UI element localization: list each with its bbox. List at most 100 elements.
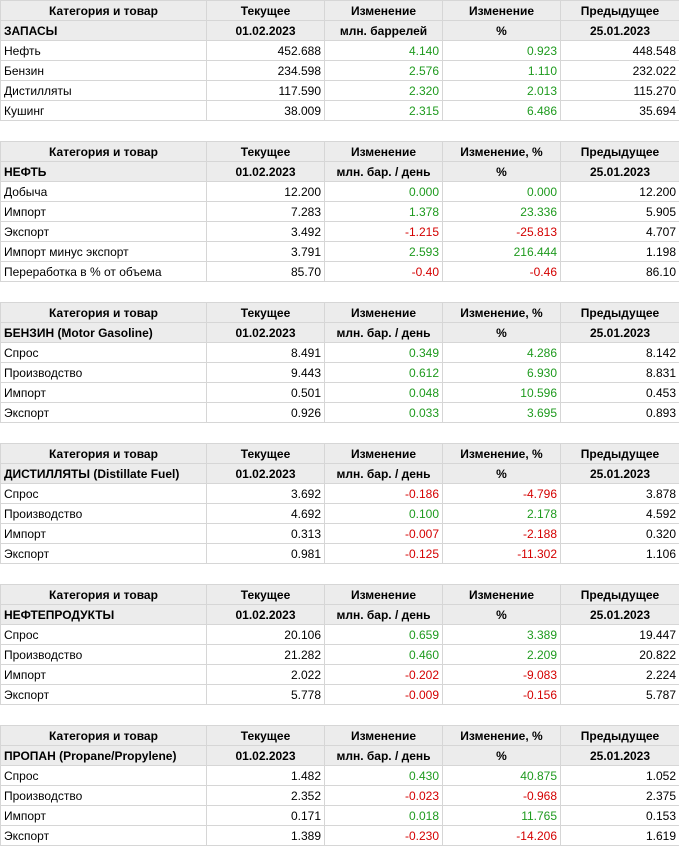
cell-current: 1.389 — [207, 826, 325, 846]
cell-change: 1.378 — [325, 202, 443, 222]
header-cell-change-pct: % — [443, 323, 561, 343]
header-cell-category: Категория и товар — [1, 1, 207, 21]
row-label: Импорт — [1, 524, 207, 544]
header-cell-current: 01.02.2023 — [207, 605, 325, 625]
table-spacer — [0, 282, 679, 302]
cell-change-pct: -4.796 — [443, 484, 561, 504]
cell-previous: 5.905 — [561, 202, 679, 222]
row-label: Спрос — [1, 625, 207, 645]
row-label: Экспорт — [1, 544, 207, 564]
row-label: Производство — [1, 786, 207, 806]
cell-previous: 4.707 — [561, 222, 679, 242]
section-title: ЗАПАСЫ — [1, 21, 207, 41]
cell-change: -0.007 — [325, 524, 443, 544]
section-title: НЕФТЕПРОДУКТЫ — [1, 605, 207, 625]
row-label: Импорт — [1, 383, 207, 403]
cell-previous: 20.822 — [561, 645, 679, 665]
header-cell-change-pct: % — [443, 605, 561, 625]
section-title: ДИСТИЛЛЯТЫ (Distillate Fuel) — [1, 464, 207, 484]
header-cell-change-pct: Изменение, % — [443, 142, 561, 162]
cell-previous: 0.453 — [561, 383, 679, 403]
header-cell-previous: Предыдущее — [561, 585, 679, 605]
header-cell-change-pct: Изменение — [443, 585, 561, 605]
row-label: Экспорт — [1, 685, 207, 705]
cell-current: 117.590 — [207, 81, 325, 101]
cell-change-pct: 10.596 — [443, 383, 561, 403]
row-label: Импорт минус экспорт — [1, 242, 207, 262]
header-cell-current: Текущее — [207, 585, 325, 605]
cell-current: 20.106 — [207, 625, 325, 645]
cell-previous: 1.198 — [561, 242, 679, 262]
header-cell-change: млн. бар. / день — [325, 605, 443, 625]
cell-current: 0.501 — [207, 383, 325, 403]
cell-current: 12.200 — [207, 182, 325, 202]
row-label: Добыча — [1, 182, 207, 202]
header-cell-previous: Предыдущее — [561, 303, 679, 323]
header-cell-current: Текущее — [207, 1, 325, 21]
cell-previous: 2.375 — [561, 786, 679, 806]
cell-change-pct: 3.695 — [443, 403, 561, 423]
header-cell-change: Изменение — [325, 303, 443, 323]
cell-change-pct: 6.486 — [443, 101, 561, 121]
header-cell-current: 01.02.2023 — [207, 464, 325, 484]
cell-change-pct: -14.206 — [443, 826, 561, 846]
cell-change: 0.659 — [325, 625, 443, 645]
header-cell-change-pct: Изменение, % — [443, 444, 561, 464]
header-cell-current: Текущее — [207, 726, 325, 746]
header-cell-previous: 25.01.2023 — [561, 746, 679, 766]
header-cell-previous: 25.01.2023 — [561, 21, 679, 41]
cell-current: 0.171 — [207, 806, 325, 826]
cell-change: 2.593 — [325, 242, 443, 262]
header-cell-category: Категория и товар — [1, 444, 207, 464]
cell-current: 234.598 — [207, 61, 325, 81]
cell-change: 0.048 — [325, 383, 443, 403]
cell-current: 3.692 — [207, 484, 325, 504]
header-cell-change: Изменение — [325, 142, 443, 162]
header-cell-current: 01.02.2023 — [207, 746, 325, 766]
header-cell-change: Изменение — [325, 1, 443, 21]
row-label: Спрос — [1, 484, 207, 504]
table-spacer — [0, 705, 679, 725]
cell-current: 0.981 — [207, 544, 325, 564]
row-label: Нефть — [1, 41, 207, 61]
cell-previous: 12.200 — [561, 182, 679, 202]
cell-current: 38.009 — [207, 101, 325, 121]
cell-previous: 1.106 — [561, 544, 679, 564]
cell-change-pct: 6.930 — [443, 363, 561, 383]
cell-change: 2.320 — [325, 81, 443, 101]
row-label: Импорт — [1, 665, 207, 685]
header-cell-previous: Предыдущее — [561, 1, 679, 21]
cell-previous: 35.694 — [561, 101, 679, 121]
row-label: Импорт — [1, 806, 207, 826]
row-label: Экспорт — [1, 403, 207, 423]
table-spacer — [0, 423, 679, 443]
cell-previous: 19.447 — [561, 625, 679, 645]
cell-change-pct: 11.765 — [443, 806, 561, 826]
cell-previous: 232.022 — [561, 61, 679, 81]
cell-current: 7.283 — [207, 202, 325, 222]
cell-change: -0.40 — [325, 262, 443, 282]
header-cell-category: Категория и товар — [1, 585, 207, 605]
cell-previous: 8.142 — [561, 343, 679, 363]
header-cell-change-pct: % — [443, 746, 561, 766]
cell-change-pct: 40.875 — [443, 766, 561, 786]
cell-current: 3.791 — [207, 242, 325, 262]
header-cell-change-pct: Изменение — [443, 1, 561, 21]
cell-current: 0.313 — [207, 524, 325, 544]
row-label: Производство — [1, 504, 207, 524]
header-cell-change: Изменение — [325, 444, 443, 464]
